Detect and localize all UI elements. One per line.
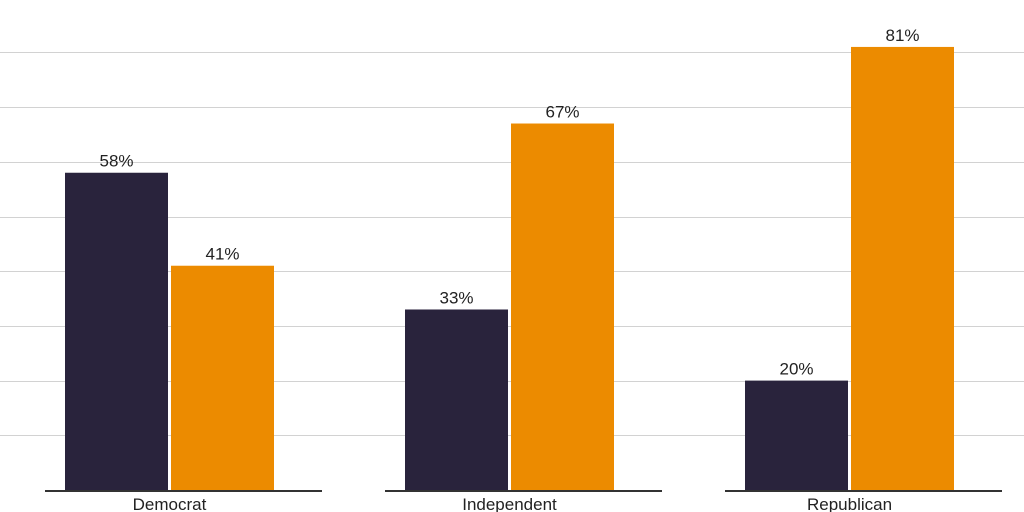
value-labels: 58% 41% 33% 67% 20% 81%	[99, 26, 919, 379]
bar-republican-series-2	[851, 46, 954, 491]
category-label: Republican	[807, 495, 892, 512]
bar-republican-series-1	[745, 380, 848, 490]
value-label: 67%	[545, 103, 579, 122]
bar-democrat-series-1	[65, 172, 168, 491]
category-label: Independent	[462, 495, 557, 512]
category-label: Democrat	[133, 495, 207, 512]
value-label: 41%	[205, 245, 239, 264]
x-axis: Democrat Independent Republican	[45, 490, 1002, 512]
bar-independent-series-2	[511, 123, 614, 490]
value-label: 20%	[779, 360, 813, 379]
bar-independent-series-1	[405, 309, 508, 490]
bar-democrat-series-2	[171, 265, 274, 490]
bars	[65, 46, 954, 491]
value-label: 81%	[885, 26, 919, 45]
value-label: 33%	[439, 288, 473, 307]
value-label: 58%	[99, 152, 133, 171]
